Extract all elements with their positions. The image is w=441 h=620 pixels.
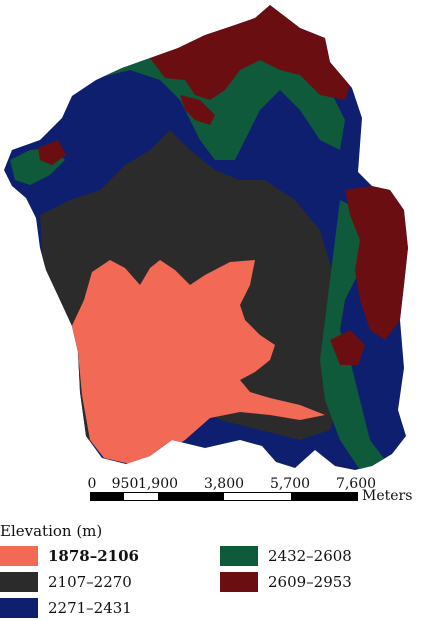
zone-2609-2953 — [330, 330, 365, 365]
scale-tick-label: 0 — [87, 476, 97, 492]
legend-label: 2609–2953 — [268, 573, 352, 591]
legend-label: 1878–2106 — [48, 547, 139, 565]
scale-segment — [290, 493, 357, 500]
legend-swatch — [0, 598, 38, 618]
legend-swatch — [0, 572, 38, 592]
legend-item: 1878–2106 — [0, 546, 139, 566]
legend-item: 2609–2953 — [220, 572, 352, 592]
legend-item: 2432–2608 — [220, 546, 352, 566]
legend-swatch — [0, 546, 38, 566]
zone-1878-2106 — [70, 260, 325, 464]
zone-2609-2953 — [38, 140, 66, 165]
legend-label: 2432–2608 — [268, 547, 352, 565]
map-canvas — [4, 5, 408, 470]
zone-2432-2608 — [320, 200, 385, 470]
elevation-map — [4, 5, 408, 470]
scale-segment — [124, 493, 158, 500]
zone-2609-2953 — [180, 95, 215, 125]
legend-swatch — [220, 572, 258, 592]
legend-label: 2107–2270 — [48, 573, 132, 591]
legend-item: 2271–2431 — [0, 598, 132, 618]
scale-unit: Meters — [362, 488, 413, 504]
scale-segment — [224, 493, 291, 500]
scale-segment — [157, 493, 224, 500]
legend-label: 2271–2431 — [48, 599, 132, 617]
zone-2609-2953 — [150, 5, 350, 100]
scale-segment — [91, 493, 125, 500]
scale-tick-label: 7,600 — [335, 476, 377, 492]
scale-bar — [90, 492, 358, 501]
zone-2609-2953 — [345, 186, 408, 340]
scale-tick-label: 3,800 — [203, 476, 245, 492]
scale-tick-label: 5,700 — [269, 476, 311, 492]
scale-tick-label: 950 — [111, 476, 139, 492]
legend-item: 2107–2270 — [0, 572, 132, 592]
legend-title: Elevation (m) — [0, 522, 103, 540]
legend-swatch — [220, 546, 258, 566]
scale-tick-label: 1,900 — [137, 476, 179, 492]
